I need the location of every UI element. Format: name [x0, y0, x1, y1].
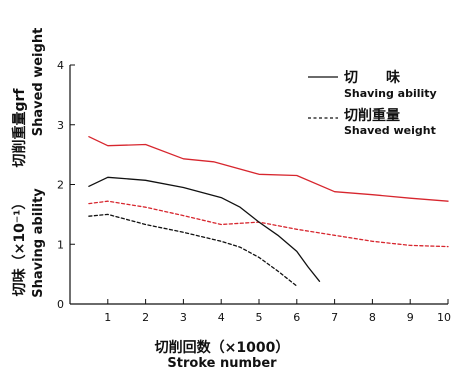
- y-tick-label: 3: [57, 119, 64, 132]
- x-axis-title-jp: 切削回数（×1000）: [155, 339, 290, 356]
- x-axis-ticks: 1 2 3 4 5 6 7 8 9 10: [104, 299, 451, 324]
- y-tick-label: 0: [57, 298, 64, 311]
- x-tick-label: 5: [256, 311, 263, 324]
- legend: 切 味 Shaving ability 切削重量 Shaved weight: [308, 70, 437, 137]
- y-axis-title-top-en: Shaved weight: [31, 28, 46, 137]
- x-tick-label: 9: [407, 311, 414, 324]
- x-tick-label: 8: [369, 311, 376, 324]
- series-line-0: [88, 136, 449, 202]
- legend-label-shaving-ability-jp: 切 味: [344, 70, 400, 86]
- x-tick-label: 1: [104, 311, 111, 324]
- x-tick-label: 3: [180, 311, 187, 324]
- y-tick-label: 1: [57, 238, 64, 251]
- legend-label-shaved-weight-jp: 切削重量: [344, 107, 400, 124]
- series-line-3: [88, 213, 298, 287]
- legend-label-shaving-ability-en: Shaving ability: [344, 87, 437, 100]
- x-axis-title-en: Stroke number: [167, 356, 277, 371]
- x-tick-label: 4: [218, 311, 225, 324]
- y-axis-title-bottom-en: Shaving ability: [31, 188, 46, 298]
- x-tick-label: 7: [331, 311, 338, 324]
- y-axis-title-top-jp: 切削重量grf: [11, 88, 28, 168]
- y-axis-title-bottom-jp: 切味（×10⁻¹）: [12, 196, 28, 297]
- legend-label-shaved-weight-en: Shaved weight: [344, 124, 436, 137]
- y-axis-ticks: 0 1 2 3 4: [57, 59, 75, 311]
- y-tick-label: 2: [57, 179, 64, 192]
- x-tick-label: 6: [293, 311, 300, 324]
- series-layer: [88, 136, 449, 287]
- x-tick-label: 2: [142, 311, 149, 324]
- x-tick-label: 10: [437, 311, 451, 324]
- y-tick-label: 4: [57, 59, 64, 72]
- series-line-2: [88, 176, 321, 282]
